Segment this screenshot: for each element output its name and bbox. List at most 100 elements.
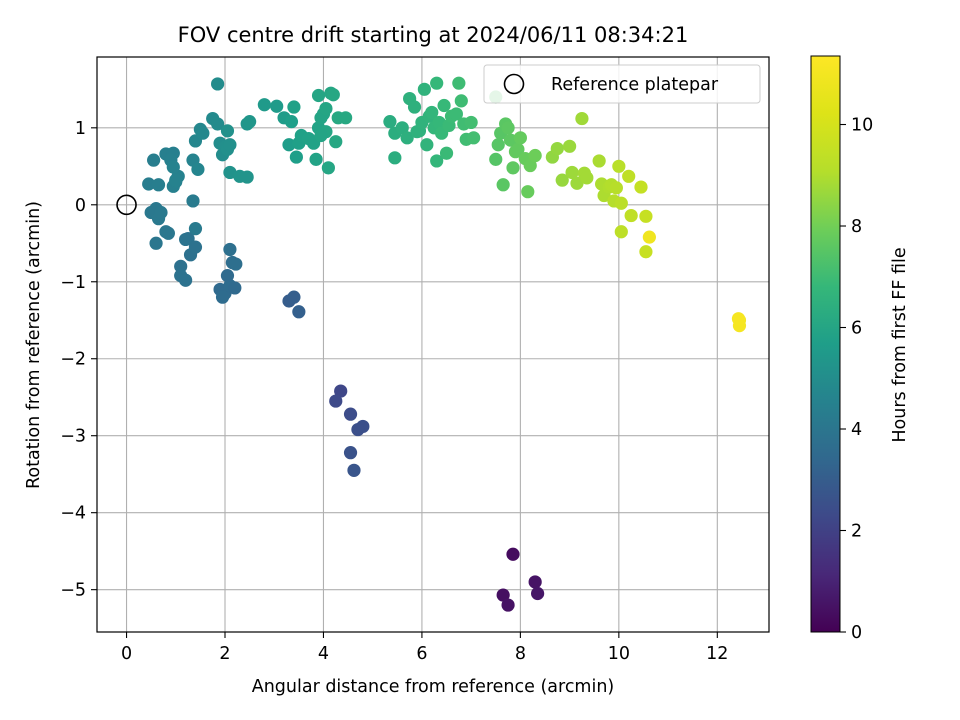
data-point xyxy=(491,138,505,152)
data-point xyxy=(169,173,183,187)
data-point xyxy=(528,148,542,163)
y-axis-ticks: 1 0 −1 −2 −3 −4 −5 xyxy=(60,119,97,601)
data-point xyxy=(506,547,520,561)
data-point xyxy=(329,135,343,149)
y-tick-label: −1 xyxy=(60,273,86,293)
data-point xyxy=(147,153,161,167)
data-point xyxy=(400,131,414,145)
x-tick-label: 10 xyxy=(608,644,630,664)
plot-frame xyxy=(96,56,770,633)
data-point xyxy=(575,111,589,126)
data-point xyxy=(624,208,638,223)
grid xyxy=(97,57,769,632)
colorbar-tick-label: 2 xyxy=(851,522,862,542)
data-point xyxy=(229,257,243,271)
data-point xyxy=(220,269,235,283)
data-point xyxy=(154,205,168,220)
data-point xyxy=(292,305,306,319)
data-point xyxy=(188,222,203,236)
data-point xyxy=(513,131,527,145)
data-point xyxy=(555,173,569,187)
x-tick-label: 12 xyxy=(706,644,728,664)
data-point xyxy=(314,128,328,143)
data-point xyxy=(191,162,205,176)
data-point xyxy=(639,209,653,223)
data-point xyxy=(503,133,518,147)
data-point xyxy=(339,111,353,125)
colorbar-label: Hours from first FF file xyxy=(890,247,910,442)
data-point xyxy=(311,88,326,103)
data-point xyxy=(149,236,163,250)
data-point xyxy=(496,588,510,602)
data-point xyxy=(186,194,200,208)
data-point xyxy=(257,98,271,112)
data-point xyxy=(464,115,478,130)
data-point xyxy=(523,158,537,173)
y-tick-label: 1 xyxy=(75,119,86,139)
data-point xyxy=(511,142,525,156)
data-point xyxy=(223,242,237,257)
data-point xyxy=(142,177,156,191)
data-point xyxy=(467,131,481,145)
data-point xyxy=(592,154,606,168)
x-tick-label: 8 xyxy=(515,644,526,664)
data-point xyxy=(243,115,257,129)
data-point xyxy=(215,290,230,304)
y-tick-label: −3 xyxy=(60,427,86,447)
colorbar-tick-label: 10 xyxy=(851,116,873,136)
data-point xyxy=(425,105,439,120)
data-point xyxy=(642,230,656,244)
data-point xyxy=(437,98,451,113)
y-tick-label: −5 xyxy=(60,581,86,601)
colorbar-gradient xyxy=(810,55,841,633)
colorbar: 0 2 4 6 8 10 Hours from first FF file xyxy=(810,55,910,643)
data-point xyxy=(326,88,340,102)
data-point xyxy=(612,159,626,173)
data-point xyxy=(407,100,422,114)
data-point xyxy=(188,240,203,254)
data-point xyxy=(420,138,434,152)
scatter-points xyxy=(142,76,747,612)
data-point xyxy=(329,394,343,408)
data-point xyxy=(501,598,515,612)
y-tick-label: −4 xyxy=(60,504,86,524)
data-point xyxy=(343,446,358,460)
data-point xyxy=(179,273,193,287)
data-point xyxy=(439,146,454,160)
data-point xyxy=(521,185,535,199)
data-point xyxy=(634,180,648,194)
data-point xyxy=(228,281,242,295)
data-point xyxy=(639,245,653,259)
data-point xyxy=(174,259,188,273)
data-point xyxy=(614,196,628,210)
data-point xyxy=(309,152,323,166)
legend-box xyxy=(483,64,761,104)
data-point xyxy=(395,121,409,135)
data-point xyxy=(284,115,299,129)
data-point xyxy=(287,290,301,304)
data-point xyxy=(454,94,468,108)
data-point xyxy=(417,82,431,96)
data-point xyxy=(430,76,444,90)
data-point xyxy=(289,150,303,164)
y-axis-label: Rotation from reference (arcmin) xyxy=(24,201,44,489)
data-point xyxy=(270,99,284,113)
legend-marker xyxy=(503,73,525,95)
data-point xyxy=(531,586,545,601)
data-point xyxy=(388,151,402,165)
data-point xyxy=(161,226,175,240)
data-point xyxy=(282,138,296,152)
data-point xyxy=(179,232,193,247)
data-point xyxy=(731,312,746,326)
colorbar-ticks: 0 2 4 6 8 10 xyxy=(840,116,873,643)
legend-label: Reference platepar xyxy=(551,75,719,95)
data-point xyxy=(334,384,348,398)
colorbar-tick-label: 6 xyxy=(851,319,862,339)
data-point xyxy=(151,178,166,192)
x-tick-label: 2 xyxy=(219,644,230,664)
legend: Reference platepar xyxy=(483,64,761,104)
colorbar-tick-label: 8 xyxy=(851,217,862,237)
data-point xyxy=(351,422,365,437)
data-point xyxy=(321,161,335,175)
